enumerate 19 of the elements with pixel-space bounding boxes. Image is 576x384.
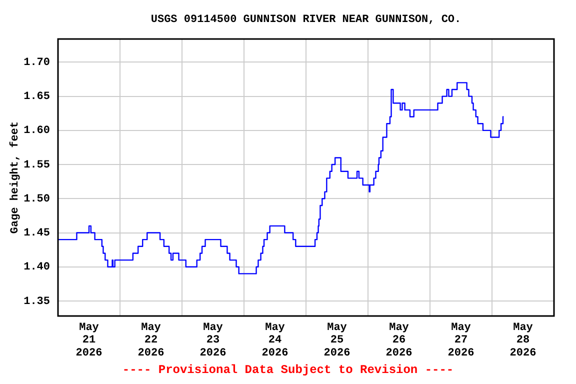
y-tick-label: 1.45 <box>24 228 50 240</box>
y-tick-label: 1.65 <box>24 91 50 104</box>
x-tick-label: May 21 2026 <box>76 322 102 360</box>
x-tick-label: May 28 2026 <box>510 322 536 360</box>
x-tick-label: May 24 2026 <box>262 322 288 360</box>
y-axis-title: Gage height, feet <box>8 121 22 234</box>
y-tick-label: 1.35 <box>24 296 50 308</box>
y-tick-label: 1.60 <box>24 125 50 138</box>
x-tick-label: May 27 2026 <box>448 322 474 360</box>
text: ---- Provisional Data Subject to Revision ---- <box>122 363 454 378</box>
x-tick-label: May 26 2026 <box>386 322 412 360</box>
chart-title: USGS 09114500 GUNNISON RIVER NEAR GUNNISON, CO. <box>150 14 462 26</box>
y-tick-label: 1.50 <box>24 193 50 206</box>
y-tick-label: 1.55 <box>24 159 50 172</box>
x-tick-label: May 23 2026 <box>200 322 226 360</box>
y-tick-label: 1.70 <box>24 56 50 69</box>
x-tick-label: May 22 2026 <box>138 322 164 360</box>
x-tick-label: May 25 2026 <box>324 322 350 360</box>
y-tick-label: 1.40 <box>24 262 50 274</box>
